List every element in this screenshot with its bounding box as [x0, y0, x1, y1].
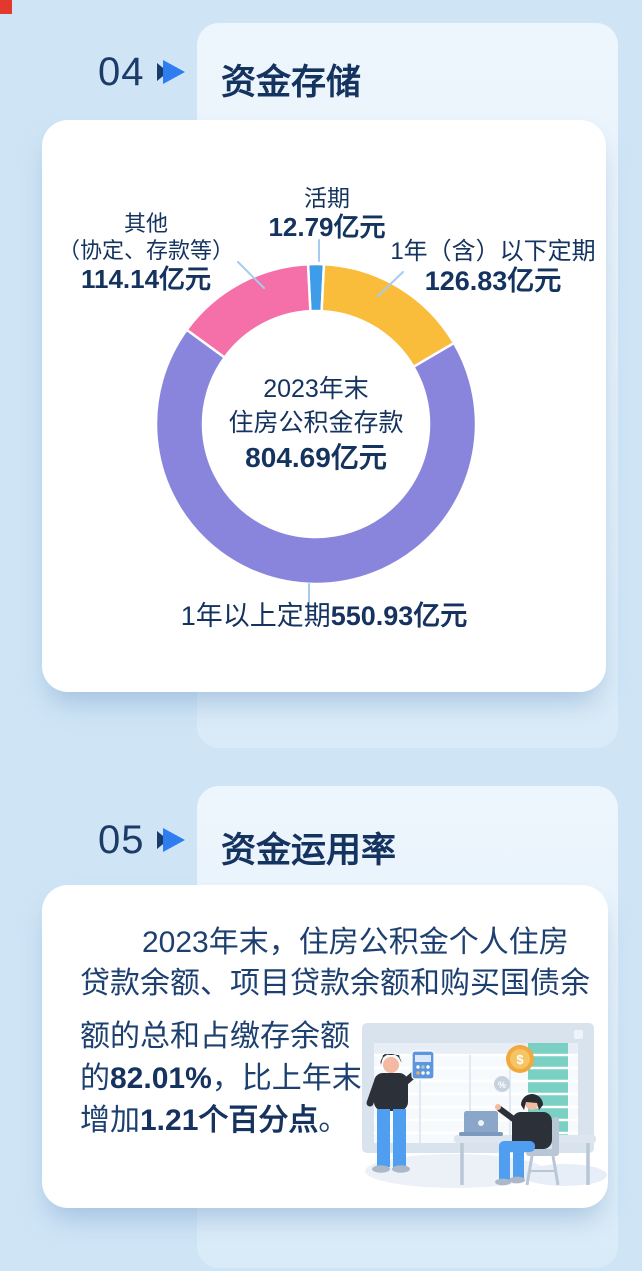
svg-text:%: %: [498, 1080, 506, 1090]
red-corner-marker: [0, 0, 12, 14]
chair: [525, 1117, 560, 1186]
donut-chart: [154, 239, 478, 603]
callout-demand-deposit: 活期 12.79亿元: [257, 184, 397, 243]
section-storage-number: 04: [98, 50, 145, 94]
storage-card: 活期 12.79亿元 其他 （协定、存款等） 114.14亿元 1年（含）以下定…: [42, 120, 606, 692]
callout-demand-label: 活期: [304, 185, 350, 211]
percent-badge-icon: %: [494, 1076, 510, 1092]
play-arrow-icon: [157, 828, 185, 852]
dollar-coin-icon: $: [506, 1045, 534, 1073]
section-storage-title: 资金存储: [221, 63, 362, 102]
callout-long-term-deposit: 1年以上定期550.93亿元: [180, 601, 468, 631]
callout-other-label2: （协定、存款等）: [58, 238, 235, 263]
section-usage-title: 资金运用率: [221, 831, 397, 870]
donut-slice: [154, 328, 478, 586]
seated-person: [495, 1094, 552, 1186]
donut-center-label: 2023年末 住房公积金存款 804.69亿元: [186, 372, 446, 476]
leader-line-right: [377, 271, 404, 297]
office-illustration: $ %: [362, 1023, 607, 1188]
callout-other-value: 114.14亿元: [80, 264, 212, 294]
callout-short-term-deposit: 1年（含）以下定期 126.83亿元: [380, 238, 606, 297]
usage-text-line5: 增加1.21个百分点。: [80, 1104, 349, 1137]
usage-card: 2023年末，住房公积金个人住房 贷款余额、项目贷款余额和购买国债余 额的总和占…: [42, 885, 608, 1208]
usage-text-line4: 的82.01%，比上年末: [80, 1062, 362, 1095]
callout-other-label: 其他: [123, 211, 168, 236]
standing-person: [366, 1050, 435, 1173]
svg-text:$: $: [516, 1052, 524, 1067]
donut-center-value: 804.69亿元: [245, 442, 387, 473]
donut-center-line1: 2023年末: [263, 375, 369, 403]
leader-line-left: [237, 261, 265, 289]
usage-text-line3: 额的总和占缴存余额: [80, 1020, 350, 1053]
calculator-icon: [411, 1050, 435, 1080]
play-arrow-icon: [157, 60, 185, 84]
callout-other-deposit: 其他 （协定、存款等） 114.14亿元: [58, 210, 234, 295]
laptop-icon: [459, 1111, 503, 1136]
usage-text-line1: 2023年末，住房公积金个人住房: [142, 926, 569, 959]
callout-short-term-label: 1年（含）以下定期: [390, 238, 596, 265]
callout-demand-value: 12.79亿元: [268, 212, 386, 242]
donut-slice: [185, 262, 312, 359]
section-usage-number: 05: [98, 818, 145, 862]
usage-text-line2: 贷款余额、项目贷款余额和购买国债余: [80, 967, 590, 1000]
donut-center-line2: 住房公积金存款: [228, 409, 404, 437]
callout-short-term-value: 126.83亿元: [424, 266, 562, 296]
